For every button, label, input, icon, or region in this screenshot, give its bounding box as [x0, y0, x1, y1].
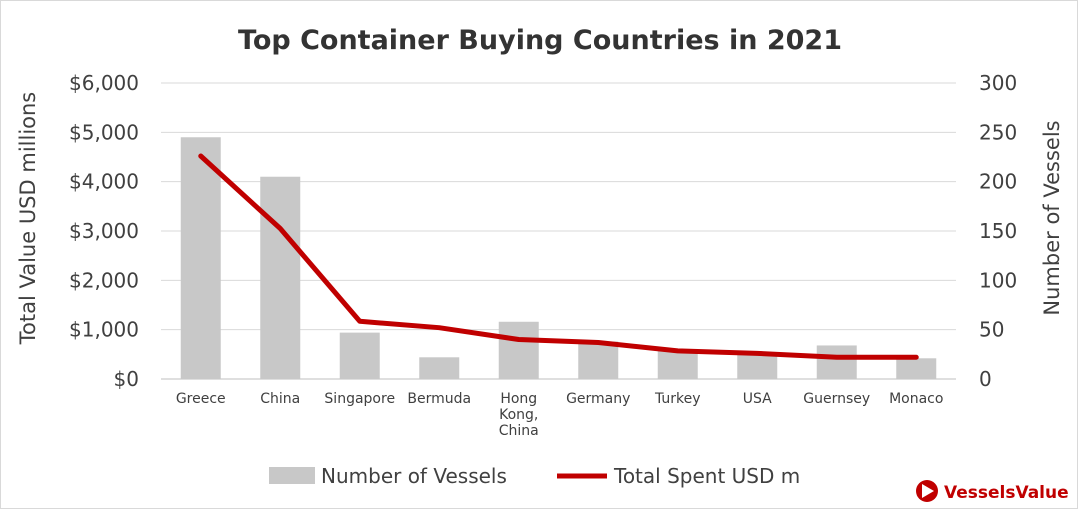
left-tick-label: $2,000: [69, 268, 139, 292]
category-label: Greece: [176, 391, 226, 407]
right-tick-label: 100: [979, 268, 1017, 292]
left-tick-label: $4,000: [69, 170, 139, 194]
bar: [419, 357, 460, 379]
line-total-spent: [198, 153, 919, 360]
left-tick-label: $3,000: [69, 219, 139, 243]
right-tick-label: 150: [979, 219, 1017, 243]
bar: [657, 349, 698, 379]
right-tick-label: 200: [979, 170, 1017, 194]
right-tick-label: 50: [979, 318, 1004, 342]
logo-arrow-icon: [922, 484, 934, 498]
right-axis-title: Number of Vessels: [1040, 120, 1064, 315]
bar: [339, 332, 380, 379]
legend: Number of Vessels Total Spent USD m: [269, 464, 800, 488]
category-label: Guernsey: [803, 391, 870, 407]
right-tick-label: 250: [979, 120, 1017, 144]
bar: [816, 345, 857, 379]
bar-series: [180, 137, 937, 379]
left-tick-label: $1,000: [69, 318, 139, 342]
chart-title: Top Container Buying Countries in 2021: [238, 25, 842, 56]
left-tick-label: $5,000: [69, 120, 139, 144]
category-label: Singapore: [324, 391, 395, 407]
left-tick-label: $6,000: [69, 71, 139, 95]
bar: [498, 321, 539, 379]
right-axis-ticks: 0 50 100 150 200 250 300: [979, 71, 1017, 391]
category-label: Germany: [566, 391, 630, 407]
bar: [180, 137, 221, 379]
left-tick-label: $0: [114, 367, 139, 391]
category-labels: Greece China Singapore Bermuda Hong Kong, Chin…: [176, 391, 944, 439]
category-label: Monaco: [889, 391, 943, 407]
right-tick-label: 300: [979, 71, 1017, 95]
bar: [260, 176, 301, 379]
left-axis-ticks: $0 $1,000 $2,000 $3,000 $4,000 $5,000 $6,000: [69, 71, 139, 391]
bar: [578, 341, 619, 379]
right-tick-label: 0: [979, 367, 992, 391]
line-series: [198, 153, 919, 360]
category-label: China: [260, 391, 300, 407]
left-axis-title: Total Value USD millions: [16, 92, 40, 346]
legend-swatch-vessels: [269, 467, 315, 484]
legend-label-spent: Total Spent USD m: [613, 464, 800, 488]
bar: [896, 358, 937, 379]
vesselsvalue-logo: VesselsValue: [916, 480, 1069, 503]
bar: [737, 352, 778, 379]
category-label: USA: [743, 391, 772, 407]
category-label: Bermuda: [407, 391, 471, 407]
logo-text: VesselsValue: [944, 483, 1069, 503]
legend-label-vessels: Number of Vessels: [321, 464, 507, 488]
category-label: Hong Kong, China: [499, 391, 539, 439]
category-label: Turkey: [654, 391, 701, 407]
